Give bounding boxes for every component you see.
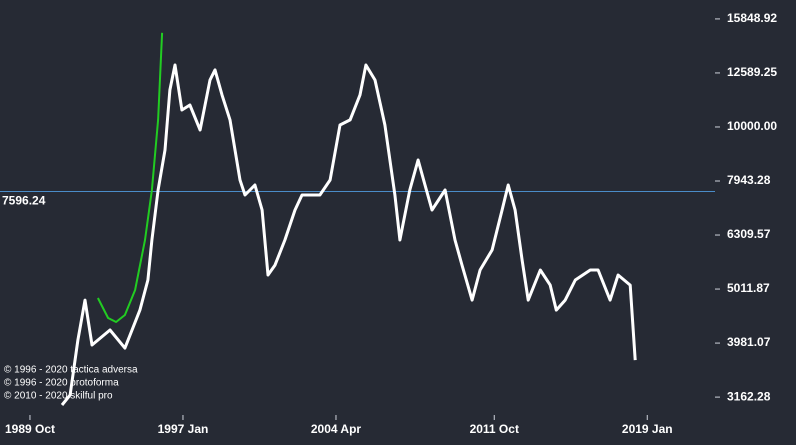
- y-tick-label: 7943.28: [727, 173, 771, 187]
- y-tick-label: 3981.07: [727, 335, 771, 349]
- x-tick-label: 1989 Oct: [5, 422, 55, 436]
- x-tick-label: 2004 Apr: [311, 422, 362, 436]
- y-tick-label: 6309.57: [727, 227, 771, 241]
- trend-curve: [97, 32, 164, 323]
- copyright-note: © 1996 - 2020 protoforma: [4, 378, 119, 389]
- x-tick-label: 2019 Jan: [622, 422, 673, 436]
- copyright-note: © 1996 - 2020 tactica adversa: [4, 365, 138, 376]
- copyright-note: © 2010 - 2020 skilful pro: [4, 391, 113, 402]
- y-tick-label: 12589.25: [727, 65, 777, 79]
- y-tick-label: 10000.00: [727, 119, 777, 133]
- y-tick-label: 5011.87: [727, 281, 770, 295]
- x-tick-label: 2011 Oct: [470, 422, 519, 436]
- reference-label: 7596.24: [2, 194, 46, 208]
- y-tick-label: 15848.92: [727, 11, 777, 25]
- y-tick-label: 3162.28: [727, 389, 771, 403]
- price-line: [60, 63, 637, 406]
- x-tick-label: 1997 Jan: [158, 422, 209, 436]
